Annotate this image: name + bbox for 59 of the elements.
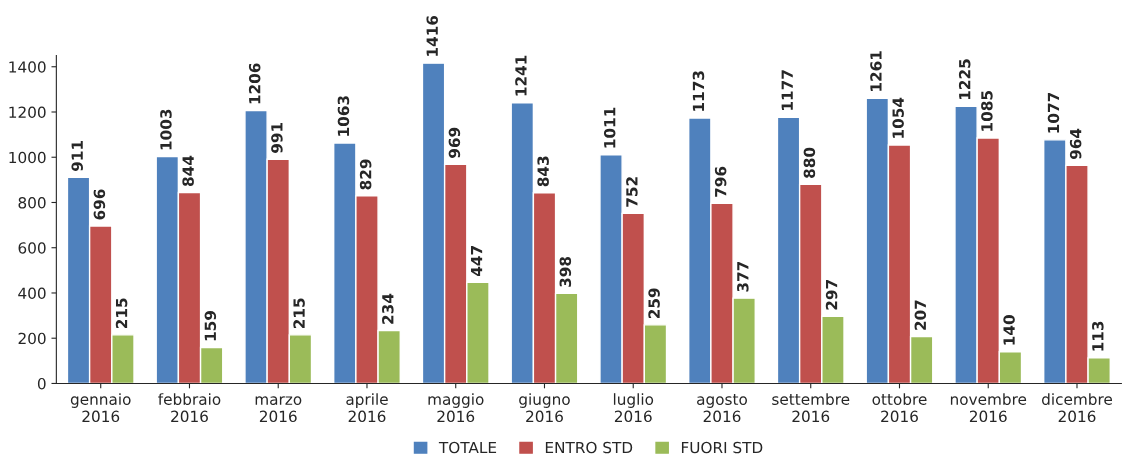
data-label: 911 [71,140,83,172]
data-label: 215 [115,298,128,329]
data-label: 1416 [426,15,438,56]
data-label: 398 [559,256,572,287]
data-label: 880 [803,147,816,178]
data-label: 159 [204,311,217,341]
data-label: 969 [448,127,461,158]
data-label: 377 [737,261,749,292]
data-label: 1225 [958,59,971,100]
data-label: 1077 [1047,92,1060,133]
data-label: 696 [93,189,106,220]
x-tick-label: luglio 2016 [613,393,654,423]
data-label: 234 [382,293,394,324]
data-label: 447 [471,246,483,277]
data-label: 752 [626,177,638,207]
x-tick-label: febbraio 2016 [158,393,221,423]
data-label: 964 [1069,128,1082,160]
data-label: 1177 [781,70,793,110]
x-tick-label: marzo 2016 [255,396,302,423]
data-label: 1063 [337,96,350,136]
x-tick-label: aprile 2016 [346,393,388,423]
x-tick-label: agosto 2016 [697,394,747,423]
x-tick-label: ottobre 2016 [872,393,927,423]
data-label: 796 [714,166,727,197]
data-label: 297 [825,280,838,310]
x-tick-label: gennaio 2016 [70,393,131,423]
data-label: 844 [182,155,194,187]
data-label: 1241 [515,55,527,96]
x-tick-label: dicembre 2016 [1042,393,1112,423]
data-label: 140 [1003,315,1015,345]
y-tick-label: 400 [18,287,46,299]
y-tick-label: 600 [18,242,46,254]
data-label: 1173 [692,71,705,111]
x-tick-label: novembre 2016 [950,393,1027,423]
data-label: 1206 [248,63,261,104]
data-label: 215 [293,298,305,329]
data-label: 829 [359,159,372,190]
data-label: 843 [537,156,549,187]
legend-label: ENTRO STD [545,441,633,454]
y-tick-label: 1200 [9,106,46,119]
data-label: 991 [271,122,283,153]
x-tick-label: maggio 2016 [428,393,484,423]
data-label: 207 [914,300,927,330]
x-tick-label: giugno 2016 [519,393,570,423]
data-label: 1054 [892,97,904,138]
data-label: 113 [1092,321,1104,351]
y-tick-label: 800 [18,196,46,209]
data-label: 1011 [603,107,616,148]
data-label: 1085 [981,91,993,131]
legend-label: TOTALE [438,441,497,454]
y-tick-label: 200 [18,332,46,345]
x-tick-label: settembre 2016 [772,393,850,423]
y-tick-label: 0 [37,377,46,390]
data-label: 259 [648,288,660,319]
legend-label: FUORI STD [681,441,763,454]
data-label: 1261 [870,51,882,91]
y-tick-label: 1400 [9,61,46,73]
data-label: 1003 [160,109,172,150]
y-tick-label: 1000 [9,151,46,164]
